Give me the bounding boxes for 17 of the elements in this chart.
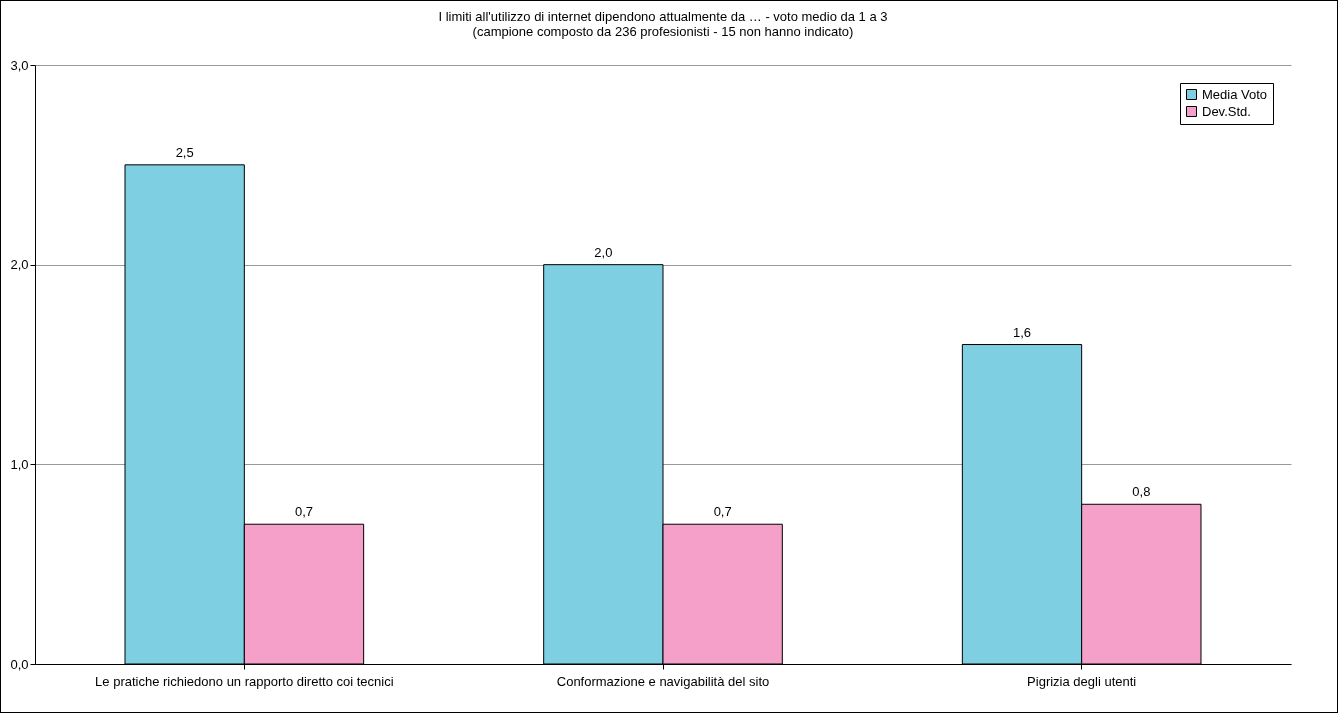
text: I limiti all'utilizzo di internet dipendono attualmente da … - voto medio da 1 a 3 <box>438 9 888 24</box>
x-tick-label: Le pratiche richiedono un rapporto diretto coi tecnici <box>95 673 394 689</box>
x-tick-label: Pigrizia degli utenti <box>1027 673 1137 689</box>
data-label: 0,7 <box>294 504 314 520</box>
data-label: 1,6 <box>1012 324 1032 340</box>
text: (campione composto da 236 profesionisti - 15 non hanno indicato) <box>472 24 854 39</box>
y-tick-label: 2,0 <box>10 257 29 273</box>
y-tick-label: 3,0 <box>10 57 29 73</box>
x-tick-label: Conformazione e navigabilità del sito <box>556 673 770 689</box>
y-tick-label: 1,0 <box>10 456 29 472</box>
data-label: 0,8 <box>1132 484 1151 500</box>
y-tick-label: 0,0 <box>10 656 29 672</box>
data-label: 2,5 <box>175 144 194 160</box>
data-label: 2,0 <box>594 244 613 260</box>
legend-label: Dev.Std. <box>1202 103 1251 119</box>
legend-label: Media Voto <box>1202 86 1268 102</box>
data-label: 0,7 <box>713 504 732 520</box>
